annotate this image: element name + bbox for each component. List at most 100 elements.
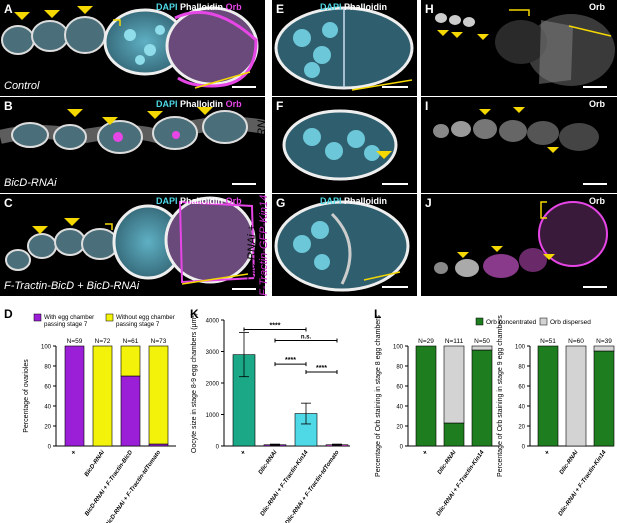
panel-k-bar xyxy=(325,444,349,447)
panel-j-stains: Orb xyxy=(589,196,605,206)
panel-d-y-tick-label: 80 xyxy=(44,365,51,371)
panel-l-right-category-label: Dlic-RNAi xyxy=(559,449,580,475)
panel-i-orb xyxy=(433,107,599,153)
panel-h-orb xyxy=(435,9,615,86)
panel-d-category-label: BicD-RNAi xyxy=(84,449,107,478)
panel-k-category-label: Dlic-RNAi xyxy=(258,449,279,475)
dapi-label: DAPI xyxy=(156,99,178,109)
panel-f-egg-chamber xyxy=(282,109,398,181)
panel-l-left-category-label: Dlic-RNAi + F-Tractin-Kin14 xyxy=(436,449,486,517)
panel-l-right-category-label: + xyxy=(544,449,552,456)
panel-l-right-y-tick-label: 0 xyxy=(522,445,526,451)
panel-k-y-tick-label: 2000 xyxy=(206,382,220,388)
panel-l-left-y-tick-label: 20 xyxy=(396,425,403,431)
panel-k-y-tick-label: 0 xyxy=(216,445,220,451)
panel-l-left-y-tick-label: 100 xyxy=(393,345,404,351)
panel-l-left-bar xyxy=(443,422,465,447)
panel-i-label: I xyxy=(425,99,429,113)
panel-k-y-axis-label: Oocyte size in stage 8-9 egg chambers (µ… xyxy=(191,313,198,453)
phalloidin-label: Phalloidin xyxy=(344,2,388,12)
panel-d-legend-swatch xyxy=(105,313,114,322)
panel-d-legend-label: passing stage 7 xyxy=(116,321,160,328)
panel-d-bar xyxy=(92,345,113,447)
panel-j-label: J xyxy=(425,196,432,210)
panel-d-y-tick-label: 0 xyxy=(48,445,52,451)
panel-f-image: F xyxy=(272,97,417,193)
panel-d-n-label: N=72 xyxy=(95,338,111,345)
panel-d-n-label: N=61 xyxy=(123,338,139,345)
panel-d-bar xyxy=(148,345,169,445)
panel-a-label: A xyxy=(4,2,13,16)
scale-bar xyxy=(583,183,607,185)
panel-l-right-n-label: N=51 xyxy=(540,338,556,345)
phalloidin-label: Phalloidin xyxy=(180,196,224,206)
panel-l-left-y-tick-label: 40 xyxy=(396,405,403,411)
panel-k-label: K xyxy=(190,307,199,321)
panel-l-left-bar xyxy=(471,349,493,447)
orb-label: Orb xyxy=(225,99,242,109)
orb-label: Orb xyxy=(225,2,242,12)
phalloidin-label: Phalloidin xyxy=(180,99,224,109)
panel-d-bar xyxy=(64,345,85,447)
panel-f-label: F xyxy=(276,99,284,113)
scale-bar xyxy=(382,286,408,288)
panel-h-stains: Orb xyxy=(589,2,605,12)
panel-l-right-bar xyxy=(537,345,559,447)
panel-d-category-label: + xyxy=(70,449,78,456)
panel-l-label: L xyxy=(374,307,382,321)
panel-l-right-n-label: N=39 xyxy=(596,338,612,345)
panel-e-condition: Control xyxy=(256,24,268,60)
orb-label: Orb xyxy=(589,99,606,109)
panel-d-legend-label: Without egg chamber xyxy=(116,314,175,321)
panel-l-legend-swatch xyxy=(539,317,548,326)
panel-l-left-bar xyxy=(415,345,437,447)
panel-k-category-label: + xyxy=(240,449,248,456)
panel-d-y-axis-label: Percentage of ovarioles xyxy=(23,359,30,433)
panel-f-condition: Dlic-RNAi xyxy=(256,110,268,158)
panel-k-category-label: Dlic-RNAi + F-Tractin-tdTomato xyxy=(285,449,341,523)
panel-c-condition: F-Tractin-BicD + BicD-RNAi xyxy=(4,280,140,292)
panel-k-bar xyxy=(263,444,287,447)
panel-a-ovariole xyxy=(1,6,259,89)
panel-k-y-tick-label: 4000 xyxy=(206,319,220,325)
panel-a-condition: Control xyxy=(4,80,40,92)
panel-i-stains: Orb xyxy=(589,99,605,109)
phalloidin-label: Phalloidin xyxy=(180,2,224,12)
panel-e-stains: DAPI Phalloidin xyxy=(320,2,387,12)
panel-g-label: G xyxy=(276,196,286,210)
panel-k-bar xyxy=(232,354,256,447)
orb-label: Orb xyxy=(225,196,242,206)
panel-b-condition: BicD-RNAi xyxy=(4,177,57,189)
scale-bar xyxy=(583,86,607,88)
orb-label: Orb xyxy=(589,196,606,206)
panel-b-label: B xyxy=(4,99,13,113)
panel-l-legend-swatch xyxy=(475,317,484,326)
scale-bar xyxy=(232,183,256,185)
panel-k-category-label: Dlic-RNAi + F-Tractin-Kin14 xyxy=(260,449,310,517)
panel-a-image: A DAPI Phalloidin Orb Control xyxy=(0,0,265,96)
panel-i-image: I Orb xyxy=(421,97,617,193)
panel-k-significance-label: n.s. xyxy=(301,334,312,340)
scale-bar xyxy=(583,286,607,288)
panel-k-y-tick-label: 1000 xyxy=(206,413,220,419)
panel-l-left-category-label: Dlic-RNAi xyxy=(437,449,458,475)
scale-bar xyxy=(382,86,408,88)
panel-k-bar xyxy=(294,413,318,447)
panel-k-significance-label: **** xyxy=(316,365,327,372)
panel-l-left-y-tick-label: 80 xyxy=(396,365,403,371)
panel-l-legend-label: Orb dispersed xyxy=(550,319,591,326)
panel-l-left-y-axis-label: Percentage of Orb staining in stage 8 eg… xyxy=(375,315,382,477)
panel-j-image: J Orb xyxy=(421,194,617,296)
phalloidin-label: Phalloidin xyxy=(344,196,388,206)
panel-l-left-bar xyxy=(471,345,493,351)
panel-g-condition-line1: Dlic-RNAi + xyxy=(246,224,258,282)
panel-k-y-tick-label: 3000 xyxy=(206,350,220,356)
panel-l-legend-label: Orb concentrated xyxy=(486,319,537,326)
panel-l-right-y-tick-label: 40 xyxy=(518,405,525,411)
panel-l-right-bar xyxy=(593,345,615,352)
scale-bar xyxy=(382,183,408,185)
panel-d-n-label: N=59 xyxy=(67,338,83,345)
panel-d-legend-label: passing stage 7 xyxy=(44,321,88,328)
panel-h-image: H Orb xyxy=(421,0,617,96)
panel-g-stains: DAPI Phalloidin xyxy=(320,196,387,206)
